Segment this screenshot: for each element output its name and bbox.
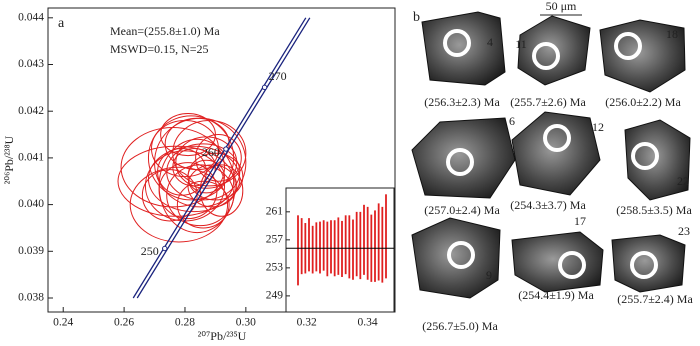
analysis-spot bbox=[532, 42, 560, 70]
analysis-spot bbox=[631, 142, 659, 170]
y-tick-label: 0.039 bbox=[18, 245, 44, 257]
y-tick-label: 257 bbox=[266, 233, 284, 245]
spot-age: (254.3±3.7) Ma bbox=[510, 198, 586, 212]
spot-age: (256.3±2.3) Ma bbox=[424, 95, 500, 109]
error-ellipse bbox=[117, 145, 235, 217]
y-tick-label: 0.044 bbox=[18, 11, 44, 23]
spot-age: (255.7±2.6) Ma bbox=[510, 95, 586, 109]
spot-age: (255.7±2.4) Ma bbox=[617, 292, 693, 306]
zircon-grain bbox=[611, 234, 686, 293]
error-ellipse bbox=[147, 115, 235, 201]
panel-label: b bbox=[413, 10, 420, 25]
zircon-grain bbox=[511, 111, 601, 196]
clip-group bbox=[117, 17, 311, 299]
spot-id: 6 bbox=[509, 114, 515, 128]
spot-id: 22 bbox=[677, 174, 689, 188]
age-label: 260 bbox=[202, 145, 220, 159]
panel-label: a bbox=[58, 16, 65, 31]
concordia-line bbox=[132, 17, 307, 299]
x-axis-label: ²⁰⁷Pb/²³⁵U bbox=[198, 329, 247, 343]
x-tick-label: 0.24 bbox=[53, 317, 73, 329]
age-marker bbox=[162, 245, 168, 252]
y-tick-label: 249 bbox=[266, 290, 284, 302]
y-axis-label: ²⁰⁶Pb/²³⁸U bbox=[2, 135, 16, 184]
y-tick-label: 0.038 bbox=[18, 292, 44, 304]
x-tick-label: 0.34 bbox=[358, 317, 378, 329]
spot-age: (258.5±3.5) Ma bbox=[616, 203, 692, 217]
error-ellipse bbox=[172, 148, 216, 187]
spot-id: 4 bbox=[487, 35, 493, 49]
zircon-grain bbox=[411, 117, 516, 199]
spot-id: 23 bbox=[678, 224, 690, 238]
y-tick-label: 253 bbox=[266, 262, 284, 274]
y-tick-label: 0.042 bbox=[18, 105, 44, 117]
analysis-spot bbox=[543, 124, 571, 152]
age-label: 250 bbox=[141, 244, 159, 258]
spot-age: (256.7±5.0) Ma bbox=[422, 319, 498, 333]
error-ellipse bbox=[195, 134, 242, 182]
age-marker bbox=[261, 84, 268, 91]
error-ellipse bbox=[129, 166, 229, 243]
analysis-spot bbox=[614, 32, 642, 60]
inset-frame bbox=[285, 187, 395, 313]
plot-frame bbox=[47, 7, 396, 313]
zircon-grain bbox=[411, 217, 501, 299]
annotation: MSWD=0.15, N=25 bbox=[110, 42, 209, 56]
x-tick-label: 0.28 bbox=[175, 317, 195, 329]
y-tick-label: 0.043 bbox=[18, 58, 44, 70]
error-ellipse bbox=[176, 180, 230, 229]
concordia-band bbox=[136, 17, 311, 299]
analysis-spot bbox=[447, 241, 475, 269]
spot-age: (254.4±1.9) Ma bbox=[518, 288, 594, 302]
y-tick-label: 0.041 bbox=[18, 152, 44, 164]
scale-label: 50 μm bbox=[546, 0, 577, 13]
spot-age: (257.0±2.4) Ma bbox=[424, 203, 500, 217]
y-tick-label: 261 bbox=[266, 205, 284, 217]
analysis-spot bbox=[446, 148, 474, 176]
spot-id: 18 bbox=[666, 27, 678, 41]
x-tick-label: 0.32 bbox=[297, 317, 317, 329]
annotation: Mean=(255.8±1.0) Ma bbox=[110, 24, 220, 38]
spot-id: 11 bbox=[515, 37, 527, 51]
analysis-spot bbox=[558, 251, 586, 279]
spot-age: (256.0±2.2) Ma bbox=[605, 95, 681, 109]
error-ellipse bbox=[160, 113, 216, 157]
age-label: 270 bbox=[269, 69, 287, 83]
error-ellipse bbox=[154, 117, 247, 208]
age-marker bbox=[223, 146, 229, 152]
error-ellipse bbox=[158, 138, 236, 234]
zircon-grain bbox=[517, 15, 591, 86]
analysis-spot bbox=[630, 251, 658, 279]
analysis-spot bbox=[443, 29, 471, 57]
x-tick-label: 0.30 bbox=[236, 317, 256, 329]
y-tick-label: 0.040 bbox=[18, 198, 44, 210]
spot-id: 9 bbox=[486, 268, 492, 282]
zircon-grain bbox=[421, 11, 506, 86]
error-ellipse bbox=[199, 164, 244, 217]
zircon-grain bbox=[511, 231, 604, 293]
spot-id: 12 bbox=[592, 120, 604, 134]
spot-id: 17 bbox=[574, 214, 586, 228]
x-tick-label: 0.26 bbox=[114, 317, 134, 329]
